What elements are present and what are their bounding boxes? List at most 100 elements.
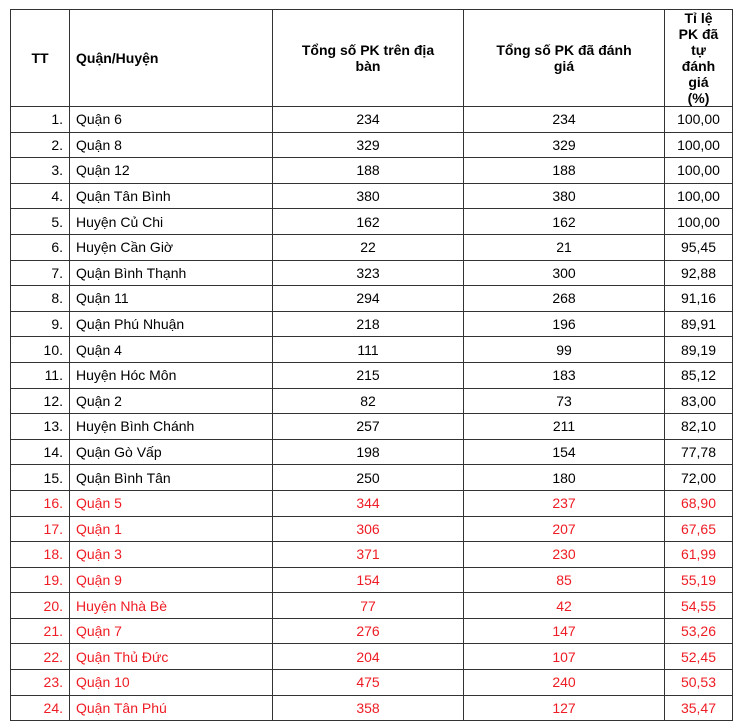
total-clinics: 344 <box>272 489 464 517</box>
row-number: 15. <box>10 464 70 491</box>
assessed-clinics: 183 <box>463 361 665 389</box>
district-name: Quận Tân Bình <box>69 182 273 210</box>
assessed-clinics: 99 <box>463 336 665 363</box>
row-number: 6. <box>10 233 70 261</box>
row-number: 22. <box>10 643 70 671</box>
district-name: Quận 12 <box>69 157 273 184</box>
total-clinics: 306 <box>272 515 464 543</box>
total-clinics: 82 <box>272 387 464 415</box>
district-name: Huyện Bình Chánh <box>69 413 273 440</box>
district-name: Quận 1 <box>69 515 273 543</box>
assessment-rate: 54,55 <box>664 592 733 619</box>
assessment-rate: 100,00 <box>664 182 733 210</box>
row-number: 19. <box>10 566 70 594</box>
assessed-clinics: 73 <box>463 387 665 415</box>
district-table: TT Quận/Huyện Tổng số PK trên địa bàn Tổ… <box>10 9 733 721</box>
total-clinics: 276 <box>272 617 464 645</box>
assessed-clinics: 180 <box>463 464 665 491</box>
total-clinics: 323 <box>272 259 464 287</box>
assessment-rate: 100,00 <box>664 157 733 184</box>
district-name: Quận Bình Tân <box>69 464 273 491</box>
assessed-clinics: 300 <box>463 259 665 287</box>
assessment-rate: 50,53 <box>664 669 733 696</box>
row-number: 13. <box>10 413 70 440</box>
assessment-rate: 52,45 <box>664 643 733 671</box>
assessed-clinics: 230 <box>463 541 665 568</box>
row-number: 11. <box>10 361 70 389</box>
assessment-rate: 100,00 <box>664 131 733 159</box>
row-number: 20. <box>10 592 70 619</box>
district-name: Huyện Củ Chi <box>69 208 273 235</box>
assessment-rate: 92,88 <box>664 259 733 287</box>
assessed-clinics: 42 <box>463 592 665 619</box>
assessed-clinics: 211 <box>463 413 665 440</box>
table-row: 10. Quận 4 111 99 89,19 <box>10 336 733 363</box>
assessed-clinics: 268 <box>463 285 665 312</box>
total-clinics: 111 <box>272 336 464 363</box>
total-clinics: 204 <box>272 643 464 671</box>
district-name: Quận Phú Nhuận <box>69 310 273 338</box>
table-row: 19. Quận 9 154 85 55,19 <box>10 566 733 594</box>
assessed-clinics: 240 <box>463 669 665 696</box>
assessment-rate: 53,26 <box>664 617 733 645</box>
table-row: 4. Quận Tân Bình 380 380 100,00 <box>10 182 733 210</box>
assessment-rate: 89,91 <box>664 310 733 338</box>
table-row: 8. Quận 11 294 268 91,16 <box>10 285 733 312</box>
total-clinics: 257 <box>272 413 464 440</box>
district-name: Quận 6 <box>69 106 273 133</box>
table-row: 5. Huyện Củ Chi 162 162 100,00 <box>10 208 733 235</box>
district-name: Quận 7 <box>69 617 273 645</box>
row-number: 18. <box>10 541 70 568</box>
table-row: 11. Huyện Hóc Môn 215 183 85,12 <box>10 361 733 389</box>
row-number: 12. <box>10 387 70 415</box>
assessed-clinics: 154 <box>463 438 665 466</box>
assessment-rate: 61,99 <box>664 541 733 568</box>
table-row: 24. Quận Tân Phú 358 127 35,47 <box>10 694 733 721</box>
header-rate: Tỉ lệ PK đã tự đánh giá (%) <box>664 9 733 107</box>
total-clinics: 77 <box>272 592 464 619</box>
table-row: 2. Quận 8 329 329 100,00 <box>10 131 733 159</box>
district-name: Huyện Hóc Môn <box>69 361 273 389</box>
district-name: Quận Gò Vấp <box>69 438 273 466</box>
table-row: 23. Quận 10 475 240 50,53 <box>10 669 733 696</box>
assessment-rate: 85,12 <box>664 361 733 389</box>
assessment-rate: 100,00 <box>664 208 733 235</box>
header-total: Tổng số PK trên địa bàn <box>272 9 464 107</box>
table-row: 17. Quận 1 306 207 67,65 <box>10 515 733 543</box>
table-row: 21. Quận 7 276 147 53,26 <box>10 617 733 645</box>
district-name: Quận Tân Phú <box>69 694 273 721</box>
total-clinics: 22 <box>272 233 464 261</box>
assessment-rate: 82,10 <box>664 413 733 440</box>
table-row: 15. Quận Bình Tân 250 180 72,00 <box>10 464 733 491</box>
table-row: 1. Quận 6 234 234 100,00 <box>10 106 733 133</box>
table-row: 9. Quận Phú Nhuận 218 196 89,91 <box>10 310 733 338</box>
total-clinics: 198 <box>272 438 464 466</box>
district-name: Huyện Cần Giờ <box>69 233 273 261</box>
assessment-rate: 77,78 <box>664 438 733 466</box>
assessed-clinics: 196 <box>463 310 665 338</box>
row-number: 1. <box>10 106 70 133</box>
row-number: 14. <box>10 438 70 466</box>
assessment-rate: 91,16 <box>664 285 733 312</box>
assessment-rate: 55,19 <box>664 566 733 594</box>
row-number: 7. <box>10 259 70 287</box>
assessed-clinics: 380 <box>463 182 665 210</box>
total-clinics: 162 <box>272 208 464 235</box>
row-number: 10. <box>10 336 70 363</box>
assessed-clinics: 234 <box>463 106 665 133</box>
total-clinics: 215 <box>272 361 464 389</box>
row-number: 3. <box>10 157 70 184</box>
assessment-rate: 72,00 <box>664 464 733 491</box>
district-name: Quận 11 <box>69 285 273 312</box>
assessment-rate: 68,90 <box>664 489 733 517</box>
district-name: Quận 9 <box>69 566 273 594</box>
district-name: Quận 8 <box>69 131 273 159</box>
assessed-clinics: 85 <box>463 566 665 594</box>
table-row: 22. Quận Thủ Đức 204 107 52,45 <box>10 643 733 671</box>
district-name: Huyện Nhà Bè <box>69 592 273 619</box>
district-name: Quận 3 <box>69 541 273 568</box>
table-row: 3. Quận 12 188 188 100,00 <box>10 157 733 184</box>
assessment-rate: 95,45 <box>664 233 733 261</box>
table-row: 12. Quận 2 82 73 83,00 <box>10 387 733 415</box>
table-row: 7. Quận Bình Thạnh 323 300 92,88 <box>10 259 733 287</box>
